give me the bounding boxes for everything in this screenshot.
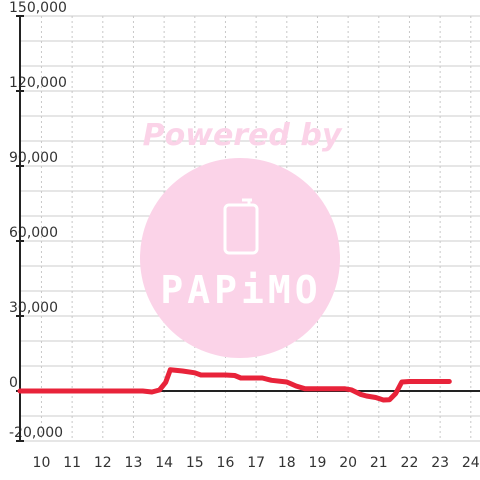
- series-layer: [17, 367, 452, 403]
- y-tick-label: 60,000: [9, 225, 58, 241]
- x-tick-label: 13: [125, 455, 143, 471]
- y-tick-label: 0: [9, 375, 18, 391]
- y-tick-label: 150,000: [9, 0, 67, 16]
- x-tick-label: 22: [401, 455, 419, 471]
- x-tick-label: 19: [309, 455, 327, 471]
- x-tick-label: 16: [217, 455, 235, 471]
- x-tick-label: 11: [63, 455, 81, 471]
- x-tick-label: 24: [462, 455, 480, 471]
- watermark-brand: PAPiMO: [160, 268, 321, 312]
- x-tick-label: 15: [186, 455, 204, 471]
- watermark-circle: [140, 158, 340, 358]
- watermark-tagline: Powered by: [143, 118, 343, 153]
- y-tick-label: 90,000: [9, 150, 58, 166]
- x-tick-label: 10: [33, 455, 51, 471]
- y-tick-label: 120,000: [9, 75, 67, 91]
- y-tick-label: -20,000: [9, 425, 63, 441]
- watermark: Powered by PAPiMO: [140, 118, 343, 358]
- x-tick-label: 23: [431, 455, 449, 471]
- x-tick-label: 21: [370, 455, 388, 471]
- x-tick-label: 20: [339, 455, 357, 471]
- x-tick-label: 18: [278, 455, 296, 471]
- x-tick-label: 14: [155, 455, 173, 471]
- phone-icon: [223, 198, 259, 255]
- series-line: [17, 367, 452, 403]
- y-tick-label: 30,000: [9, 300, 58, 316]
- x-tick-label: 12: [94, 455, 112, 471]
- tick-labels: -20,000 0 30,000 60,000 90,000 120,000 150,000…: [9, 0, 480, 471]
- x-tick-label: 17: [247, 455, 265, 471]
